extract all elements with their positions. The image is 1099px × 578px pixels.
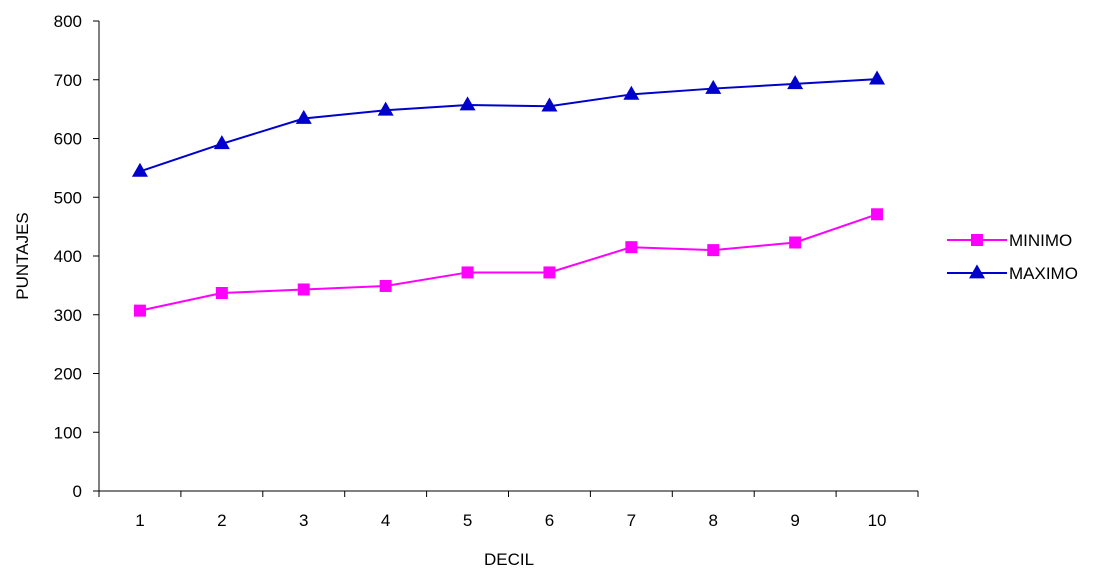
legend-swatch-marker [971, 234, 983, 246]
series-layer [131, 70, 886, 317]
axes: 0 100 200 300 400 500 600 700 800 1 2 3 4 5 6 7 8 9 10 [54, 12, 919, 530]
legend-swatch-marker [969, 264, 985, 279]
data-point-minimo [789, 236, 802, 249]
legend-label: MAXIMO [1009, 264, 1078, 283]
x-axis-title: DECIL [484, 550, 534, 569]
data-point-minimo [379, 279, 392, 292]
data-point-maximo [787, 75, 804, 90]
y-axis-title: PUNTAJES [13, 212, 32, 300]
data-point-maximo [459, 96, 476, 111]
data-point-maximo [295, 109, 312, 124]
data-point-minimo [133, 304, 146, 317]
x-tick-label: 4 [381, 511, 390, 530]
data-point-maximo [541, 97, 558, 112]
legend: MINIMO MAXIMO [947, 231, 1078, 283]
x-tick-label: 7 [627, 511, 636, 530]
data-point-minimo [543, 266, 556, 279]
x-tick-label: 3 [299, 511, 308, 530]
x-tick-label: 10 [868, 511, 887, 530]
x-tick-label: 9 [790, 511, 799, 530]
y-tick-label: 700 [54, 71, 82, 90]
y-tick-label: 500 [54, 188, 82, 207]
x-tick-label: 2 [217, 511, 226, 530]
x-tick-label: 8 [709, 511, 718, 530]
x-tick-label: 1 [135, 511, 144, 530]
series-line-maximo [139, 78, 878, 173]
data-point-maximo [377, 101, 394, 116]
legend-item-maximo: MAXIMO [947, 264, 1078, 283]
data-point-minimo [215, 287, 228, 300]
data-point-minimo [707, 244, 720, 257]
y-tick-label: 0 [73, 482, 82, 501]
y-tick-label: 800 [54, 12, 82, 31]
y-tick-label: 100 [54, 423, 82, 442]
series-minimo [133, 208, 884, 317]
series-maximo [131, 70, 886, 177]
y-tick-label: 400 [54, 247, 82, 266]
data-point-maximo [131, 162, 148, 177]
data-point-maximo [213, 135, 230, 150]
data-point-maximo [705, 79, 722, 94]
data-point-minimo [871, 208, 884, 221]
data-point-minimo [297, 283, 310, 296]
data-point-maximo [623, 85, 640, 100]
y-tick-label: 300 [54, 306, 82, 325]
series-line-minimo [139, 213, 878, 312]
data-point-maximo [869, 70, 886, 85]
legend-item-minimo: MINIMO [947, 231, 1072, 250]
legend-label: MINIMO [1009, 231, 1072, 250]
data-point-minimo [625, 241, 638, 254]
x-tick-label: 5 [463, 511, 472, 530]
y-tick-label: 600 [54, 130, 82, 149]
y-tick-label: 200 [54, 365, 82, 384]
data-point-minimo [461, 266, 474, 279]
x-tick-label: 6 [545, 511, 554, 530]
